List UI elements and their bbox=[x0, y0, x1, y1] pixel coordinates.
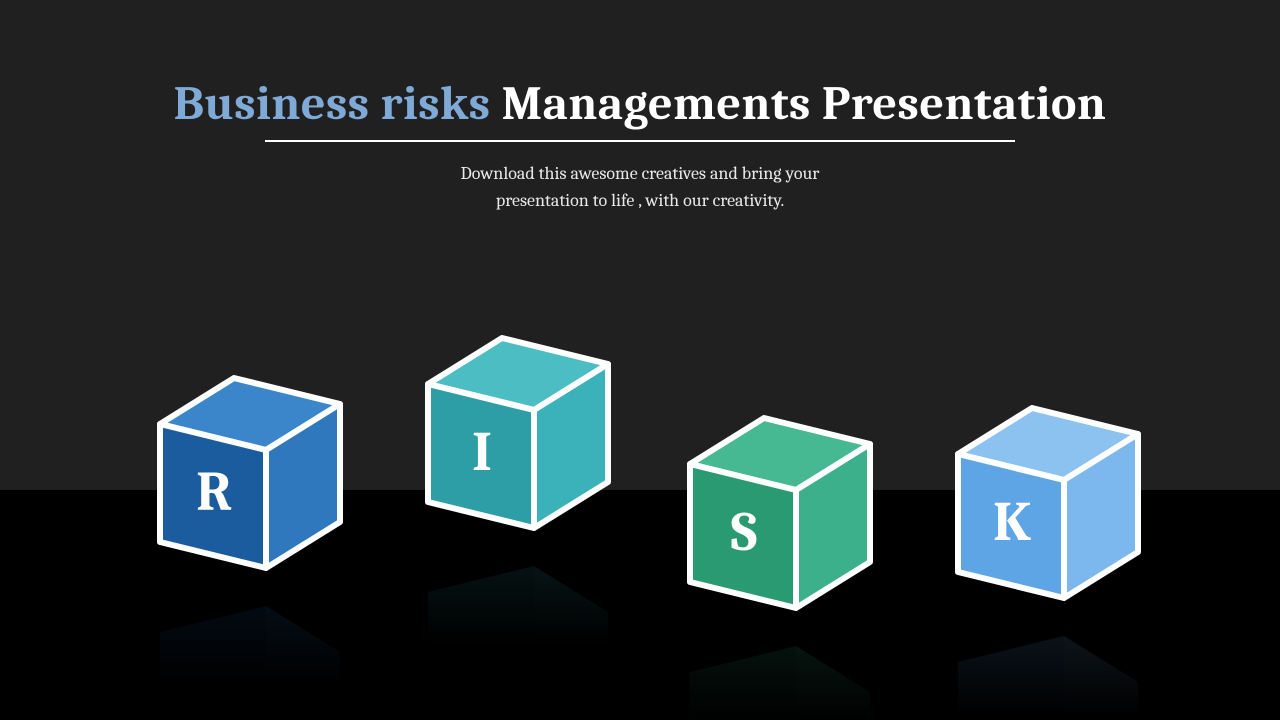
subtitle-line-1: Download this awesome creatives and brin… bbox=[0, 160, 1280, 187]
cube-s-reflection bbox=[670, 626, 890, 720]
cube-r-reflection bbox=[140, 586, 360, 686]
cube-k-svg bbox=[938, 398, 1158, 618]
cube-k-letter: K bbox=[982, 490, 1042, 554]
cube-i-reflection bbox=[408, 546, 628, 646]
title-part-1: Business risks bbox=[174, 76, 491, 131]
cube-k-reflection bbox=[938, 616, 1158, 716]
cube-s-svg bbox=[670, 408, 890, 628]
cube-s-letter: S bbox=[714, 500, 774, 564]
subtitle-line-2: presentation to life , with our creativi… bbox=[0, 187, 1280, 214]
title-part-2: Managements Presentation bbox=[491, 76, 1107, 131]
cube-k: K bbox=[938, 398, 1158, 718]
cube-i-svg bbox=[408, 328, 628, 548]
title-underline bbox=[265, 140, 1015, 142]
cube-s: S bbox=[670, 408, 890, 720]
cube-r: R bbox=[140, 368, 360, 688]
cube-r-svg bbox=[140, 368, 360, 588]
cube-i: I bbox=[408, 328, 628, 648]
page-subtitle: Download this awesome creatives and brin… bbox=[0, 160, 1280, 214]
cube-i-letter: I bbox=[452, 420, 512, 484]
page-title: Business risks Managements Presentation bbox=[0, 76, 1280, 131]
cube-r-letter: R bbox=[184, 460, 244, 524]
